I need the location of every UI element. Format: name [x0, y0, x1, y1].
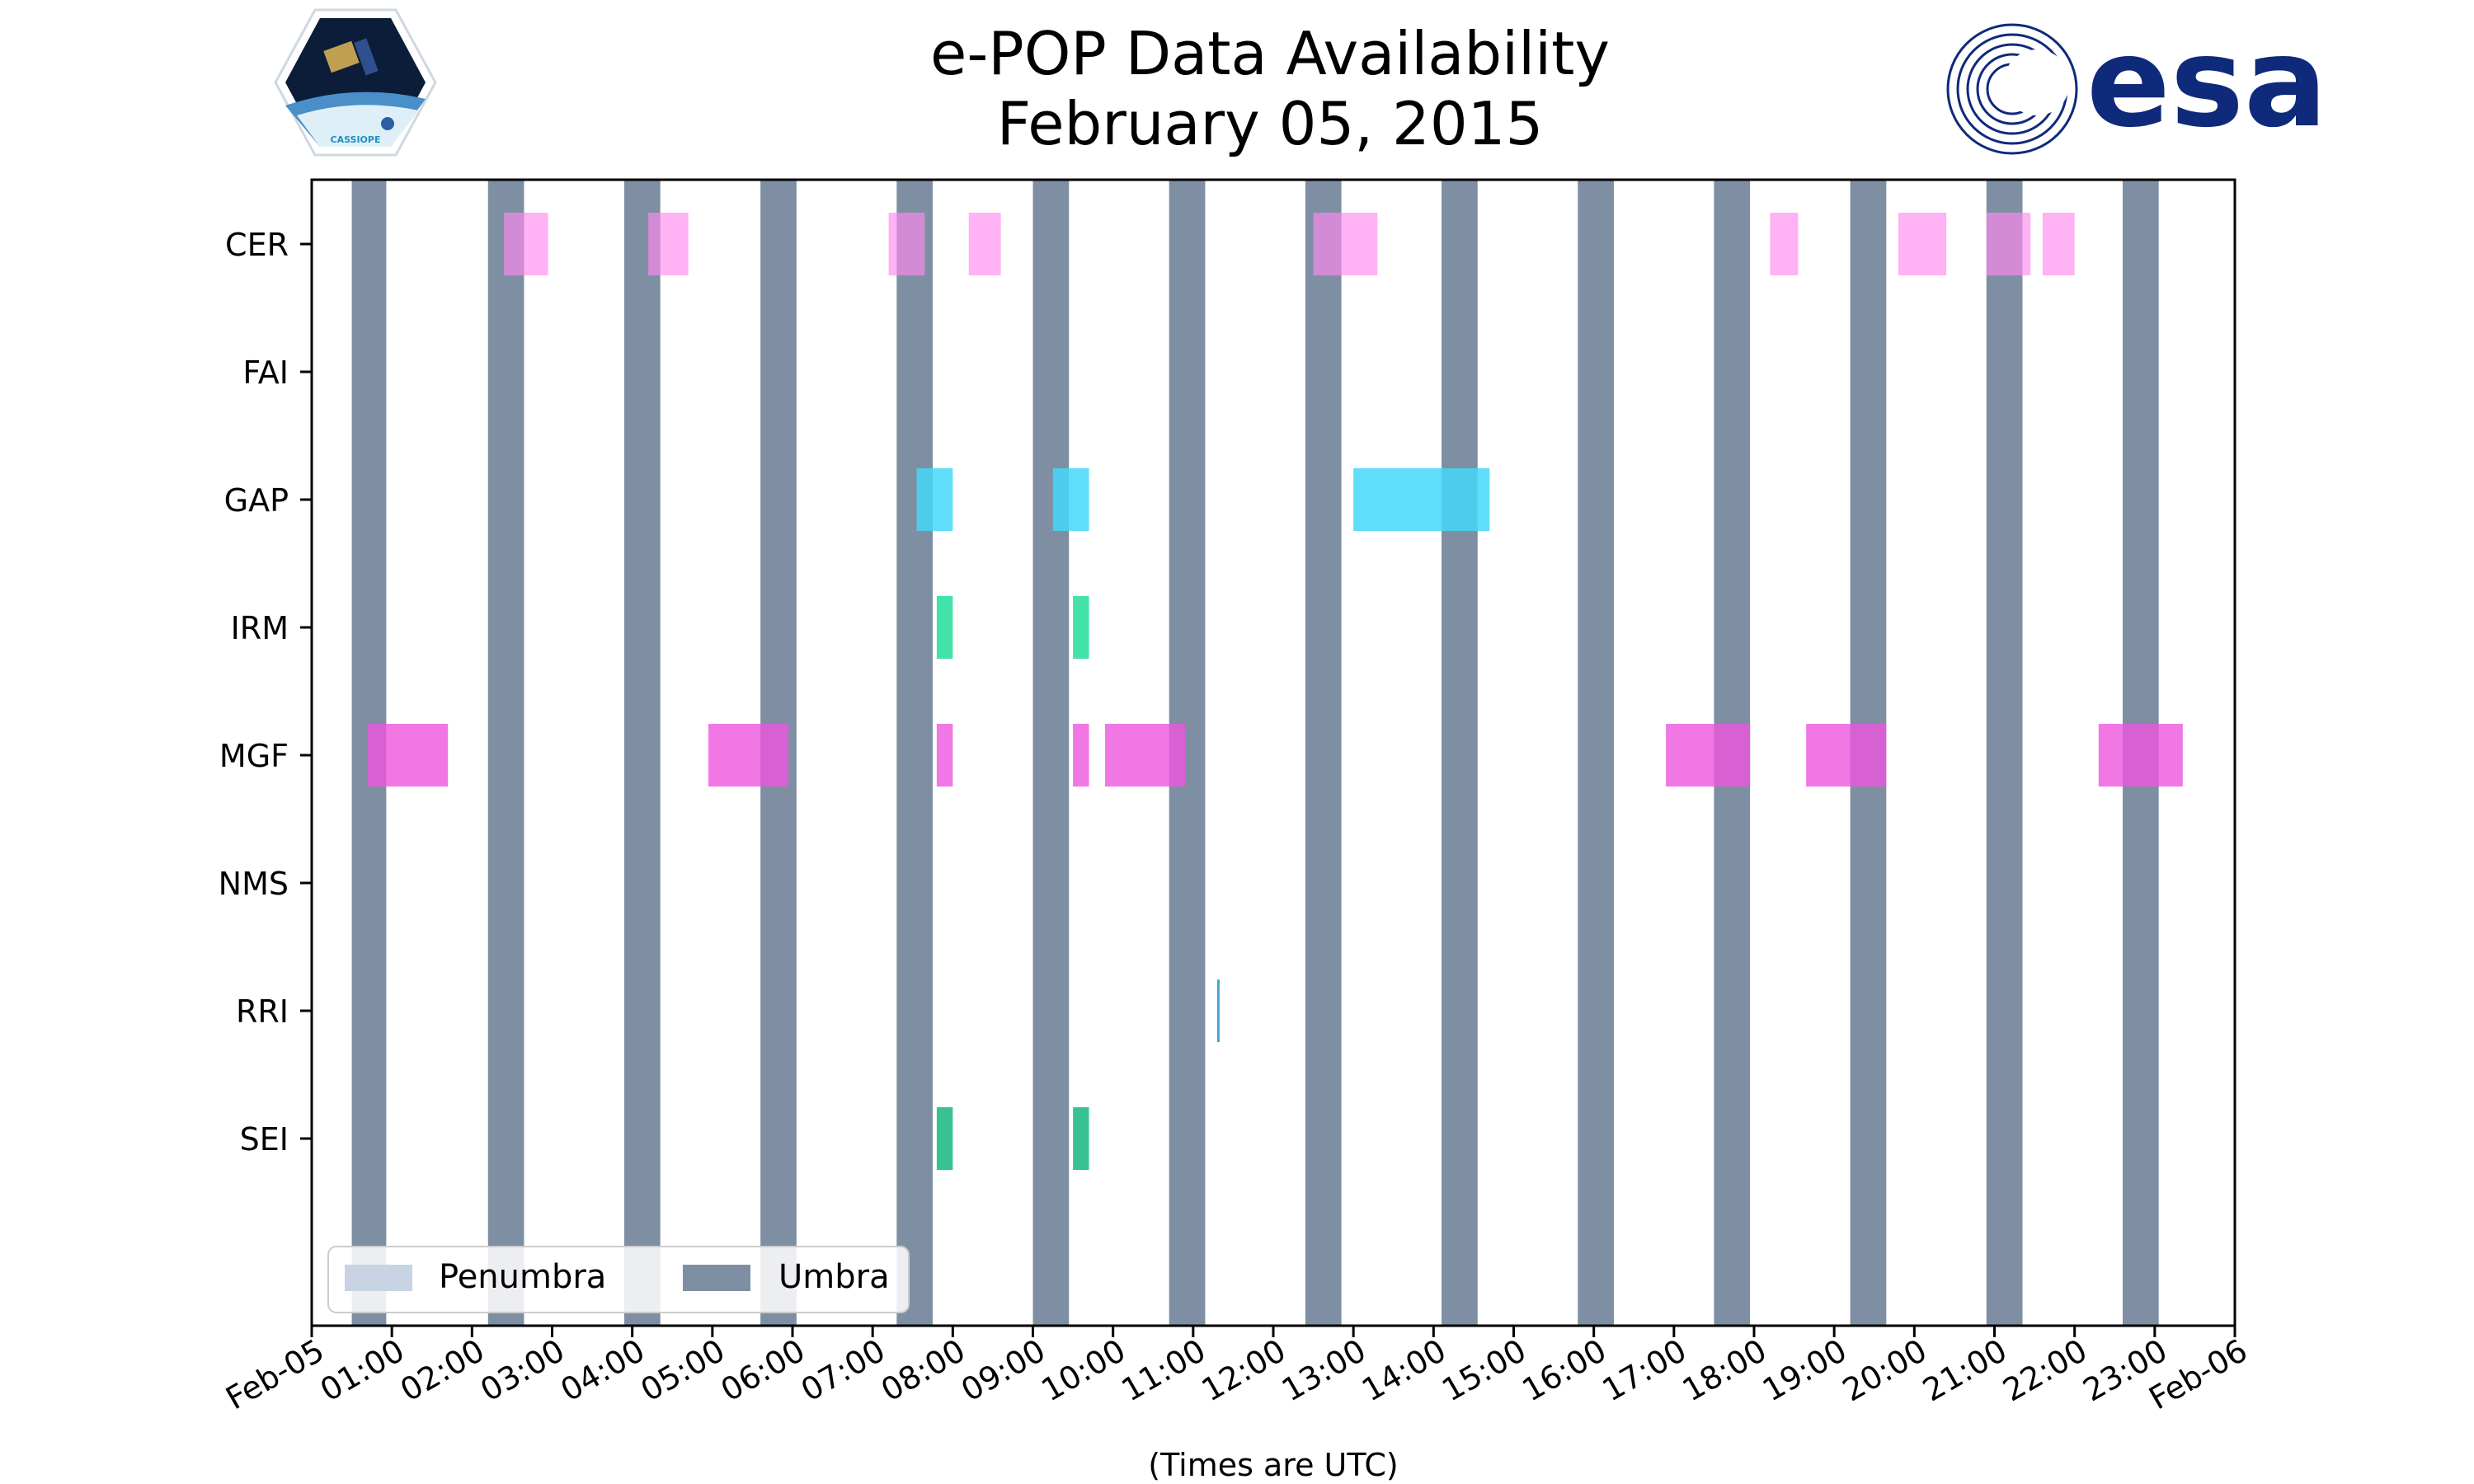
mgf-interval-1 [708, 724, 789, 787]
cer-interval-3 [968, 213, 1001, 275]
chart-title: e-POP Data Availability [930, 19, 1610, 88]
x-tick-label-14: 14:00 [1356, 1332, 1452, 1409]
legend-label-penumbra: Penumbra [439, 1258, 606, 1296]
cassiope-logo: CASSIOPE [274, 8, 437, 157]
y-tick-label-sei: SEI [240, 1121, 289, 1158]
esa-logo-text: esa [2086, 12, 2327, 155]
mgf-interval-7 [2098, 724, 2183, 787]
mgf-interval-2 [936, 724, 953, 787]
legend-label-umbra: Umbra [778, 1258, 890, 1296]
plot-area: CER FAI GAP IRM MGF NMS RRI SEI Feb-0501:0002:0… [219, 178, 2254, 1417]
gap-interval-0 [916, 468, 953, 531]
esa-logo: esa [1946, 12, 2327, 155]
x-tick-label-16: 16:00 [1516, 1332, 1612, 1409]
x-tick-label-17: 17:00 [1596, 1332, 1692, 1409]
umbra-band-1 [487, 180, 524, 1326]
cer-interval-8 [2042, 213, 2075, 275]
cer-interval-6 [1898, 213, 1947, 275]
mgf-interval-6 [1806, 724, 1887, 787]
cer-interval-1 [648, 213, 689, 275]
x-tick-label-11: 11:00 [1115, 1332, 1211, 1409]
data-series [368, 213, 2183, 1170]
legend-box [327, 1246, 910, 1313]
umbra-bands [351, 180, 2159, 1326]
gap-interval-1 [1052, 468, 1089, 531]
x-tick-label-9: 09:00 [955, 1332, 1051, 1409]
mgf-interval-3 [1073, 724, 1089, 787]
x-tick-label-10: 10:00 [1035, 1332, 1131, 1409]
rri-interval-0 [1216, 979, 1220, 1042]
x-tick-label-3: 03:00 [474, 1332, 571, 1409]
umbra-band-9 [1578, 180, 1614, 1326]
cer-interval-4 [1313, 213, 1378, 275]
x-tick-label-15: 15:00 [1436, 1332, 1532, 1409]
umbra-band-5 [1032, 180, 1070, 1326]
x-tick-label-8: 08:00 [875, 1332, 971, 1409]
y-tick-label-gap: GAP [224, 482, 289, 519]
cassiope-logo-text: CASSIOPE [331, 134, 381, 145]
x-tick-label-12: 12:00 [1196, 1332, 1292, 1409]
umbra-band-8 [1442, 180, 1478, 1326]
x-tick-label-7: 07:00 [795, 1332, 891, 1409]
mgf-interval-4 [1104, 724, 1186, 787]
legend-swatch-umbra [683, 1265, 750, 1291]
x-axis: Feb-0501:0002:0003:0004:0005:0006:0007:0… [219, 1326, 2254, 1417]
sei-interval-0 [936, 1107, 953, 1170]
legend-swatch-penumbra [345, 1265, 412, 1291]
cer-interval-7 [1986, 213, 2031, 275]
y-tick-label-nms: NMS [219, 866, 289, 902]
mgf-interval-0 [368, 724, 449, 787]
cer-interval-2 [888, 213, 925, 275]
x-tick-label-0: Feb-05 [219, 1332, 330, 1417]
umbra-band-7 [1305, 180, 1342, 1326]
umbra-band-12 [1986, 180, 2023, 1326]
x-tick-label-20: 20:00 [1837, 1332, 1933, 1409]
x-tick-label-19: 19:00 [1757, 1332, 1853, 1409]
mgf-interval-5 [1666, 724, 1751, 787]
x-tick-label-5: 05:00 [634, 1332, 731, 1409]
x-tick-label-22: 22:00 [1997, 1332, 2093, 1409]
legend: Penumbra Umbra [327, 1246, 910, 1313]
y-tick-label-cer: CER [225, 227, 289, 263]
x-tick-label-2: 02:00 [394, 1332, 491, 1409]
x-axis-label: (Times are UTC) [1148, 1447, 1398, 1483]
x-tick-label-6: 06:00 [715, 1332, 811, 1409]
x-tick-label-4: 04:00 [554, 1332, 651, 1409]
gap-interval-2 [1353, 468, 1490, 531]
umbra-band-4 [896, 180, 934, 1326]
x-tick-label-21: 21:00 [1917, 1332, 2013, 1409]
y-tick-label-fai: FAI [242, 355, 289, 391]
cer-interval-0 [504, 213, 548, 275]
y-tick-label-irm: IRM [231, 610, 289, 646]
umbra-band-2 [623, 180, 661, 1326]
x-tick-label-13: 13:00 [1276, 1332, 1372, 1409]
irm-interval-1 [1073, 596, 1089, 659]
irm-interval-0 [936, 596, 953, 659]
y-tick-label-rri: RRI [236, 993, 289, 1030]
sei-interval-1 [1073, 1107, 1089, 1170]
chart-subtitle: February 05, 2015 [997, 89, 1544, 158]
cer-interval-5 [1770, 213, 1799, 275]
y-axis: CER FAI GAP IRM MGF NMS RRI SEI [219, 227, 312, 1158]
x-tick-label-18: 18:00 [1677, 1332, 1773, 1409]
y-tick-label-mgf: MGF [219, 738, 289, 774]
x-tick-label-1: 01:00 [314, 1332, 411, 1409]
